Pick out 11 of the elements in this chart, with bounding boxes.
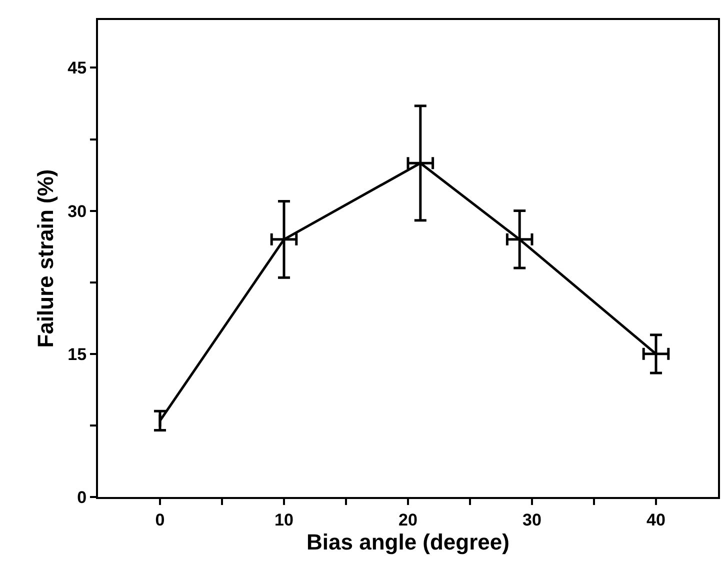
y-tick-label: 15 [68,344,87,364]
x-tick-label: 20 [398,510,418,530]
x-axis-title: Bias angle (degree) [306,529,510,554]
y-tick-label: 0 [77,488,87,507]
x-tick-label: 30 [522,510,542,530]
x-tick-label: 40 [646,510,666,530]
x-tick-label: 10 [274,510,294,530]
y-axis-title: Failure strain (%) [32,169,58,348]
x-tick-label: 0 [155,510,165,530]
y-tick-label: 30 [68,202,87,221]
y-tick-label: 45 [68,58,87,78]
